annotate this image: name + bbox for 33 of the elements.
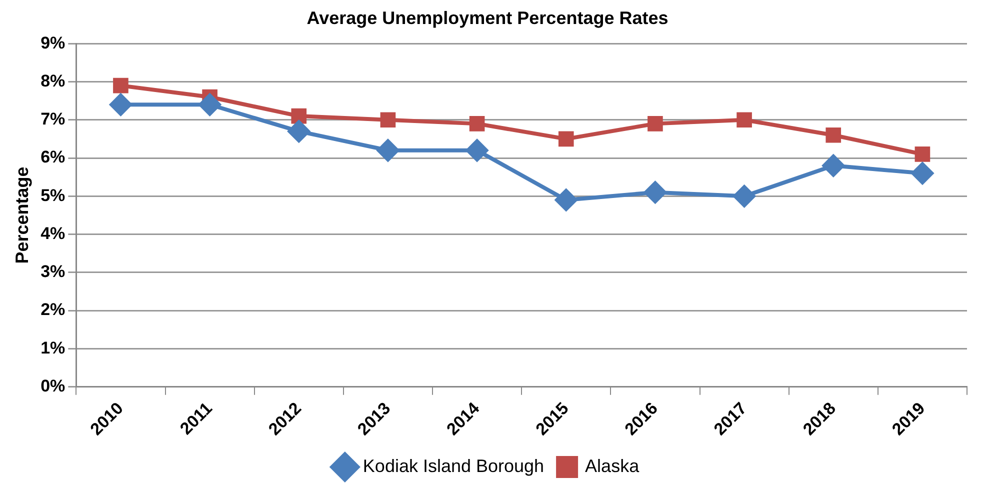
point [644,181,666,204]
y-tick-label: 4% [40,224,66,243]
point [736,112,752,128]
legend-label: Kodiak Island Borough [362,456,544,476]
point [288,120,310,142]
point [198,94,221,116]
y-tick-label: 3% [40,262,66,282]
point [110,94,132,116]
y-axis-title: Percentage [12,166,32,264]
point [826,127,842,143]
y-tick-label: 8% [40,71,66,90]
point [911,162,934,184]
y-tick-label: 0% [40,376,66,396]
point [376,139,399,162]
point [914,146,930,162]
point [733,185,756,208]
point [469,116,485,132]
y-tick-label: 1% [40,338,66,358]
point [291,108,307,124]
legend-label: Alaska [585,456,640,476]
point [648,116,663,132]
point [822,154,844,177]
y-tick-label: 7% [40,110,66,129]
point [555,188,578,211]
point [466,139,488,162]
point [558,131,574,147]
y-tick-label: 2% [40,300,66,320]
point [113,78,128,94]
chart-title: Average Unemployment Percentage Rates [306,8,668,28]
y-tick-label: 5% [40,186,66,205]
point [380,112,396,128]
y-tick-label: 6% [40,148,66,167]
y-tick-label: 9% [40,33,66,52]
